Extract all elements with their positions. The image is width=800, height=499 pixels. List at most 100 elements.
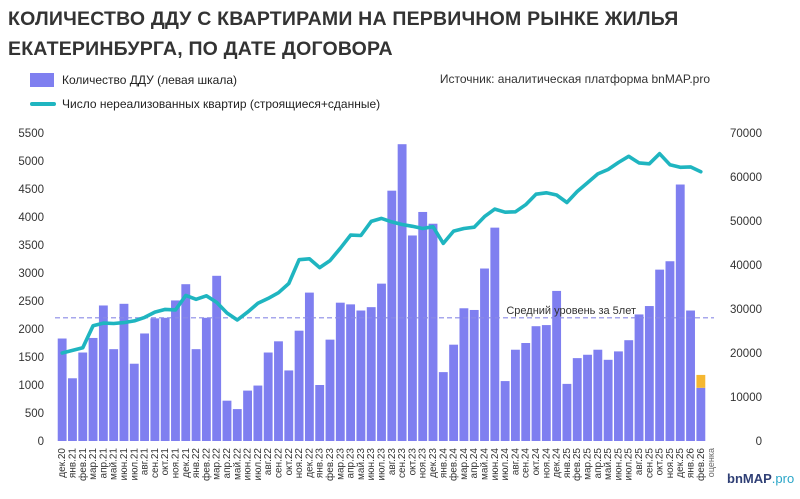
x-tick-label: окт.25 [655,448,666,476]
x-tick-label: июл.21 [129,448,140,481]
y-right-tick-label: 30000 [730,304,762,316]
x-tick-label: дек.21 [181,448,192,478]
x-tick-label: окт.23 [407,448,418,476]
x-tick-label: сен.21 [150,448,161,478]
x-tick-label: ноя.24 [541,448,552,479]
y-left-tick-label: 5500 [18,128,44,140]
x-tick-label: июл.24 [500,448,511,481]
x-tick-label: апр.22 [222,448,233,479]
bar [57,338,67,441]
y-right-tick-label: 20000 [730,348,762,360]
x-tick-label: авг.25 [634,448,645,476]
bar [377,283,386,441]
y-left-tick-label: 2500 [18,296,44,308]
bar [655,269,665,441]
bar [490,227,500,441]
bar [552,290,562,441]
bar [315,385,325,441]
bar [140,333,149,441]
bar [634,314,644,441]
x-tick-label: сен.24 [521,448,532,478]
bar [387,190,397,441]
logo-main: bnMAP [727,471,772,486]
x-tick-label: май.22 [232,448,243,480]
bar [119,303,129,441]
legend-swatch-line [30,102,56,106]
x-tick-label: мар.23 [335,448,346,480]
bar [263,352,273,441]
legend-label-bars: Количество ДДУ (левая шкала) [62,73,238,87]
x-tick-label: апр.24 [469,448,480,479]
x-tick-label: май.21 [109,448,120,480]
x-tick-label: янв.24 [438,448,449,479]
unsold-line [60,151,703,355]
y-left-tick-label: 1000 [18,380,44,392]
x-tick-label: фев.24 [448,448,460,481]
bar [480,268,489,441]
x-tick-label: авг.23 [387,448,398,476]
x-tick-label: апр.21 [98,448,109,479]
x-tick-label: июн.23 [366,448,377,481]
bar [284,370,294,441]
x-tick-label: авг.22 [263,448,274,476]
x-tick-label: янв.25 [562,448,573,479]
y-left-tick-label: 4500 [18,184,44,196]
source-note: Источник: аналитическая платформа bnMAP.… [439,72,710,86]
y-right-tick-label: 50000 [730,216,762,228]
bar [212,275,222,441]
bar [603,359,613,441]
y-left-tick-label: 500 [25,408,44,420]
bar [510,349,520,441]
x-tick-label: мар.22 [212,448,223,480]
y-right-tick-label: 10000 [730,392,762,404]
bar [665,261,675,441]
bar [274,341,283,441]
y-left-tick-label: 5000 [18,156,44,168]
bar [459,308,469,441]
bar [407,235,417,441]
x-tick-label: июн.21 [119,448,130,481]
bar-estimate [696,374,706,388]
x-tick-label: авг.24 [510,448,521,476]
x-tick-label: мар.25 [583,448,594,480]
bar [696,387,706,441]
bar [500,381,510,441]
x-tick-label: окт.21 [160,448,171,476]
x-tick-label: ноя.23 [418,448,429,479]
x-tick-label: мар.24 [459,448,470,480]
x-tick-label: май.25 [603,448,614,480]
bar [624,340,634,441]
logo-suffix: .pro [771,471,795,486]
bar [686,310,695,441]
bar [397,144,407,441]
bar [243,390,253,441]
x-tick-label: мар.21 [88,448,99,480]
bar [614,351,623,441]
bar [88,337,98,441]
x-tick-label: фев.21 [77,448,89,481]
bar [98,305,108,441]
bar [68,378,77,441]
x-tick-label: окт.24 [531,448,542,476]
y-left-tick-label: 2000 [18,324,44,336]
y-left-tick-label: 3000 [18,268,44,280]
bar [562,383,572,441]
x-tick-label: май.23 [356,448,367,480]
y-right-tick-label: 60000 [730,172,762,184]
x-tick-label: июн.25 [613,448,624,481]
x-tick-label: апр.23 [346,448,357,479]
x-tick-label: сен.23 [397,448,408,478]
bar [583,354,592,441]
bar [335,302,345,441]
bar [160,317,170,441]
bar [78,352,88,441]
x-tick-label: янв.22 [191,448,202,479]
bar [150,318,160,441]
bar [521,343,531,441]
bar [572,358,582,441]
y-right-tick-label: 0 [756,436,762,448]
y-right-tick-label: 40000 [730,260,762,272]
x-tick-label: дек.25 [675,448,686,478]
x-tick-label: июл.25 [624,448,635,481]
